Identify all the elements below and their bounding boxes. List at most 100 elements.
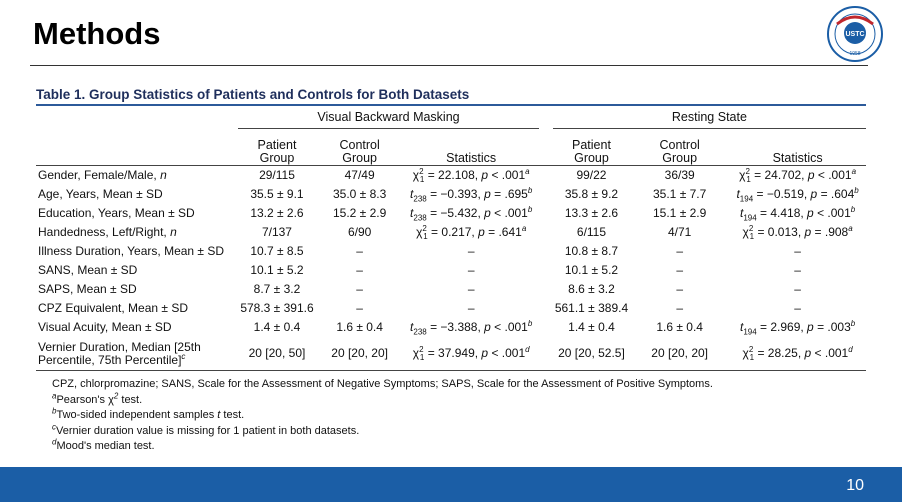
text: 10.8 ± 8.7 xyxy=(564,244,619,258)
text: = −3.388, xyxy=(426,320,485,334)
table-cell: 36/39 xyxy=(630,166,729,186)
text: – xyxy=(356,301,363,315)
text: p xyxy=(804,225,812,239)
script-text: d xyxy=(525,345,530,354)
script-text: 1 xyxy=(749,232,755,242)
script-text: 194 xyxy=(743,213,757,223)
table-cell: 99/22 xyxy=(553,166,630,186)
table-cell: 35.1 ± 7.7 xyxy=(630,185,729,204)
text: 1.4 ± 0.4 xyxy=(568,320,615,334)
text: 15.1 ± 2.9 xyxy=(653,206,707,220)
row-label: Handedness, Left/Right, n xyxy=(36,223,238,242)
text: t xyxy=(739,320,744,334)
script-text: 2 xyxy=(419,345,424,354)
script-text: 2 xyxy=(748,224,754,233)
text: = 0.217, xyxy=(427,225,479,239)
page-number: 10 xyxy=(846,477,864,494)
text: 10.1 ± 5.2 xyxy=(250,263,304,277)
spacer xyxy=(539,261,553,280)
table-cell: χ21 = 28.25, p < .001d xyxy=(729,337,866,371)
text: Mood's median test. xyxy=(56,440,155,452)
text: 20 [20, 52.5] xyxy=(558,346,625,360)
text: – xyxy=(794,301,801,315)
row-label: Gender, Female/Male, n xyxy=(36,166,238,186)
spacer xyxy=(539,280,553,299)
table-row: CPZ Equivalent, Mean ± SD 578.3 ± 391.6 – –… xyxy=(36,299,866,318)
text: 8.7 ± 3.2 xyxy=(253,282,301,296)
row-label: Illness Duration, Years, Mean ± SD xyxy=(36,242,238,261)
text: = .641 xyxy=(484,225,522,239)
script-text: d xyxy=(52,437,57,447)
script-text: b xyxy=(527,319,533,328)
group-header-row: Visual Backward Masking Resting State xyxy=(36,105,866,129)
text: Age, Years, Mean ± SD xyxy=(38,187,163,201)
logo-text: USTC xyxy=(845,31,864,38)
script-text: b xyxy=(850,205,856,214)
spacer xyxy=(539,185,553,204)
text: = 22.108, xyxy=(424,168,482,182)
text: – xyxy=(467,282,475,296)
text: 13.2 ± 2.6 xyxy=(250,206,304,220)
text: p xyxy=(484,187,491,201)
table-cell: – xyxy=(403,280,539,299)
text: χ xyxy=(416,225,423,239)
column-header: Statistics xyxy=(403,128,540,166)
text: χ xyxy=(108,393,114,406)
script-text: c xyxy=(52,421,56,431)
text: p xyxy=(481,168,489,182)
text: p xyxy=(807,206,814,220)
row-label: CPZ Equivalent, Mean ± SD xyxy=(36,299,238,318)
table-cell: χ21 = 0.217, p = .641a xyxy=(403,223,539,242)
empty-cell xyxy=(36,105,238,129)
script-text: 1 xyxy=(419,175,425,185)
script-text: 2 xyxy=(745,167,750,176)
table-cell: t238 = −5.432, p < .001b xyxy=(403,204,539,223)
script-text: 2 xyxy=(748,345,754,354)
text: Group xyxy=(662,151,698,165)
text: < .001 xyxy=(490,206,528,220)
text: – xyxy=(676,263,683,277)
table-cell: t194 = −0.519, p = .604b xyxy=(729,185,866,204)
row-label: SAPS, Mean ± SD xyxy=(36,280,238,299)
text: – xyxy=(356,244,363,258)
table-cell: t238 = −3.388, p < .001b xyxy=(403,318,539,337)
script-text: 1 xyxy=(746,175,751,185)
table-cell: – xyxy=(403,242,539,261)
empty-cell xyxy=(36,128,238,166)
table-cell: 578.3 ± 391.6 xyxy=(238,299,316,318)
text: 35.8 ± 9.2 xyxy=(564,187,619,201)
script-text: a xyxy=(848,224,853,233)
text: – xyxy=(467,263,475,277)
text: = −0.393, xyxy=(426,187,485,201)
text: = .003 xyxy=(813,320,851,334)
text: 10.1 ± 5.2 xyxy=(564,263,619,277)
script-text: 2 xyxy=(113,390,119,400)
table-cell: 10.8 ± 8.7 xyxy=(553,242,630,261)
text: Vernier duration value is missing for 1 … xyxy=(56,424,360,437)
table-cell: 10.1 ± 5.2 xyxy=(553,261,630,280)
text: p xyxy=(484,320,491,334)
table-cell: 6/90 xyxy=(316,223,403,242)
text: Patient xyxy=(572,138,611,152)
text: 36/39 xyxy=(664,168,695,182)
column-header: Statistics xyxy=(729,128,866,166)
text: Education, Years, Mean ± SD xyxy=(38,206,195,220)
table-row: Vernier Duration, Median [25th Percentil… xyxy=(36,337,866,371)
text: 578.3 ± 391.6 xyxy=(240,301,314,315)
text: p xyxy=(481,346,489,360)
table-row: Education, Years, Mean ± SD 13.2 ± 2.6 15.… xyxy=(36,204,866,223)
footnote: aPearson's χ2 test. xyxy=(52,390,713,409)
text: < .001 xyxy=(490,320,528,334)
text: Vernier Duration, Median [25th Percentil… xyxy=(38,339,201,367)
text: = 4.418, xyxy=(756,206,808,220)
text: = .695 xyxy=(490,187,528,201)
script-text: b xyxy=(850,319,856,328)
row-label: SANS, Mean ± SD xyxy=(36,261,238,280)
text: SANS, Mean ± SD xyxy=(38,263,138,277)
text: = 2.969, xyxy=(756,320,808,334)
script-text: a xyxy=(521,224,527,233)
text: Handedness, Left/Right, xyxy=(38,225,171,239)
script-text: b xyxy=(854,186,859,195)
text: 20 [20, 20] xyxy=(651,346,709,360)
